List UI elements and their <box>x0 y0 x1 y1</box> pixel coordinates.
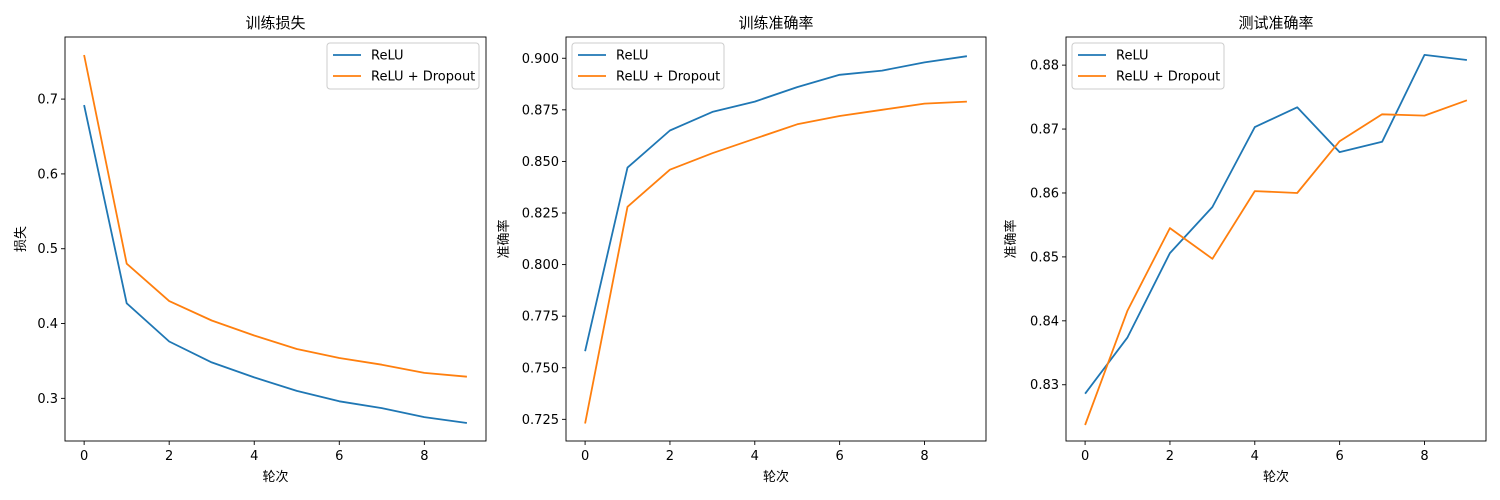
series-line-0 <box>584 55 968 352</box>
legend-box <box>571 42 725 90</box>
y-axis-label: 损失 <box>14 226 29 252</box>
y-tick-label: 0.4 <box>37 317 58 332</box>
series-line-1 <box>83 54 467 378</box>
x-tick-label: 0 <box>80 449 88 464</box>
y-tick-label: 0.800 <box>522 258 559 273</box>
x-tick-label: 4 <box>751 449 759 464</box>
panel-train-accuracy: 0 2 4 6 8 0.725 0.750 0.775 0.800 0.825 0.850 0.875… <box>496 14 987 485</box>
y-tick-label: 0.900 <box>522 52 559 67</box>
series-line-0 <box>83 104 468 424</box>
y-tick-label: 0.6 <box>37 167 58 182</box>
legend-box <box>1071 42 1225 90</box>
x-tick-label: 4 <box>250 449 258 464</box>
y-tick-label: 0.725 <box>522 413 559 428</box>
x-tick-label: 2 <box>666 449 674 464</box>
y-tick-label: 0.825 <box>522 207 559 222</box>
x-axis-label: 轮次 <box>763 469 789 485</box>
y-axis-label: 准确率 <box>1003 219 1019 258</box>
y-tick-label: 0.3 <box>37 392 58 407</box>
y-tick-label: 0.83 <box>1030 378 1059 393</box>
legend-label-0: ReLU <box>371 49 404 64</box>
axes-frame <box>64 36 487 442</box>
x-tick-label: 4 <box>1251 449 1259 464</box>
legend-label-1: ReLU + Dropout <box>1116 70 1220 85</box>
axes-frame <box>1065 36 1487 442</box>
x-axis-label: 轮次 <box>1263 469 1289 485</box>
y-tick-label: 0.750 <box>522 361 559 376</box>
x-tick-label: 6 <box>335 449 343 464</box>
y-tick-label: 0.850 <box>522 155 559 170</box>
legend-label-1: ReLU + Dropout <box>616 70 720 85</box>
y-tick-label: 0.7 <box>37 93 58 108</box>
y-tick-label: 0.85 <box>1030 250 1059 265</box>
x-tick-label: 6 <box>1335 449 1343 464</box>
legend-label-0: ReLU <box>616 49 649 64</box>
chart-title: 训练准确率 <box>738 14 813 32</box>
series-line-1 <box>1084 99 1468 426</box>
x-tick-label: 0 <box>581 449 589 464</box>
y-tick-label: 0.86 <box>1030 186 1059 201</box>
chart-title: 测试准确率 <box>1238 14 1313 32</box>
y-tick-label: 0.88 <box>1030 59 1059 74</box>
x-tick-label: 0 <box>1081 449 1089 464</box>
legend-label-1: ReLU + Dropout <box>371 70 475 85</box>
x-axis-label: 轮次 <box>262 469 288 485</box>
x-tick-label: 8 <box>1420 449 1428 464</box>
y-tick-label: 0.875 <box>522 103 559 118</box>
x-tick-label: 6 <box>835 449 843 464</box>
series-line-1 <box>584 100 967 424</box>
axes-frame <box>565 36 987 442</box>
y-axis-label: 准确率 <box>496 219 512 258</box>
y-tick-label: 0.5 <box>37 242 58 257</box>
y-tick-label: 0.84 <box>1030 314 1059 329</box>
series-line-0 <box>1084 54 1468 395</box>
x-tick-label: 2 <box>165 449 173 464</box>
x-tick-label: 8 <box>920 449 928 464</box>
y-tick-label: 0.775 <box>522 310 559 325</box>
chart-title: 训练损失 <box>245 14 305 32</box>
y-tick-label: 0.87 <box>1030 123 1059 138</box>
x-tick-label: 2 <box>1166 449 1174 464</box>
legend-box <box>326 42 480 90</box>
x-tick-label: 8 <box>420 449 428 464</box>
legend-label-0: ReLU <box>1116 49 1149 64</box>
